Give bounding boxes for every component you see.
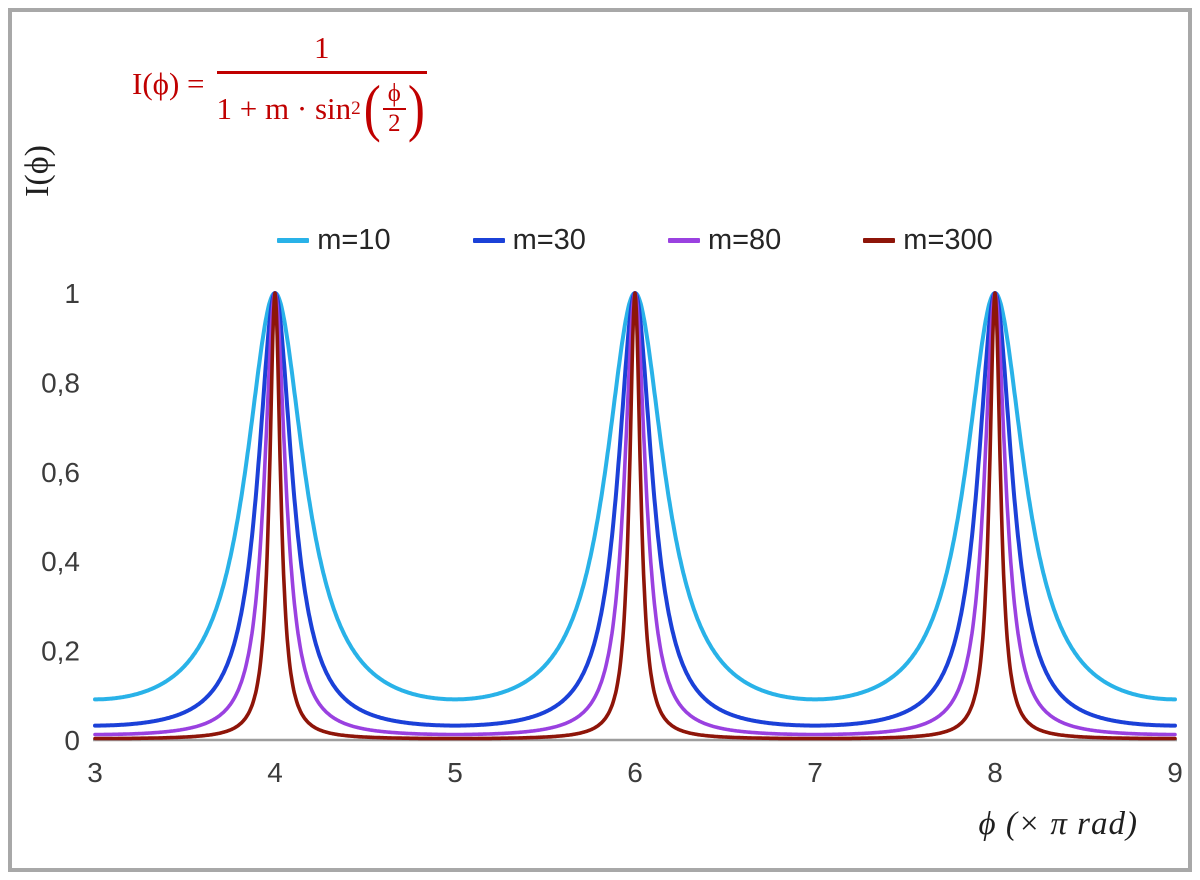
- legend-item-m-30: m=30: [472, 223, 586, 257]
- legend-swatch: [667, 237, 700, 243]
- formula-exponent: 2: [351, 98, 361, 119]
- formula-paren-close: ): [407, 72, 425, 144]
- legend-label: m=10: [317, 223, 391, 256]
- legend-swatch: [863, 237, 896, 243]
- legend-item-m-80: m=80: [667, 223, 782, 257]
- formula-lhs: I(ϕ) =: [132, 66, 205, 102]
- legend-item-m-300: m=300: [863, 223, 993, 257]
- y-axis-title: I(ϕ): [19, 145, 56, 197]
- legend-swatch: [277, 237, 310, 243]
- legend-label: m=30: [512, 223, 586, 256]
- formula-paren-open: (: [363, 72, 381, 144]
- formula-den-text: 1 + m · sin: [216, 91, 352, 127]
- formula-numerator: 1: [216, 30, 427, 74]
- legend-swatch: [472, 237, 505, 243]
- formula-denominator: 1 + m · sin 2 ( ϕ 2 ): [216, 72, 427, 143]
- formula-inner-denominator: 2: [388, 110, 401, 138]
- formula-annotation: I(ϕ) = 1 1 + m · sin 2 ( ϕ 2 ): [132, 30, 427, 144]
- formula-inner-numerator: ϕ: [382, 80, 406, 111]
- legend: m=10 m=30 m=80 m=300: [95, 220, 1175, 260]
- legend-label: m=80: [707, 223, 782, 256]
- formula-fraction: 1 1 + m · sin 2 ( ϕ 2 ): [216, 30, 427, 144]
- legend-item-m-10: m=10: [277, 223, 391, 257]
- formula-inner-fraction: ϕ 2: [382, 80, 406, 138]
- x-axis-title: ϕ (× π rad): [978, 806, 1138, 842]
- legend-label: m=300: [903, 223, 993, 256]
